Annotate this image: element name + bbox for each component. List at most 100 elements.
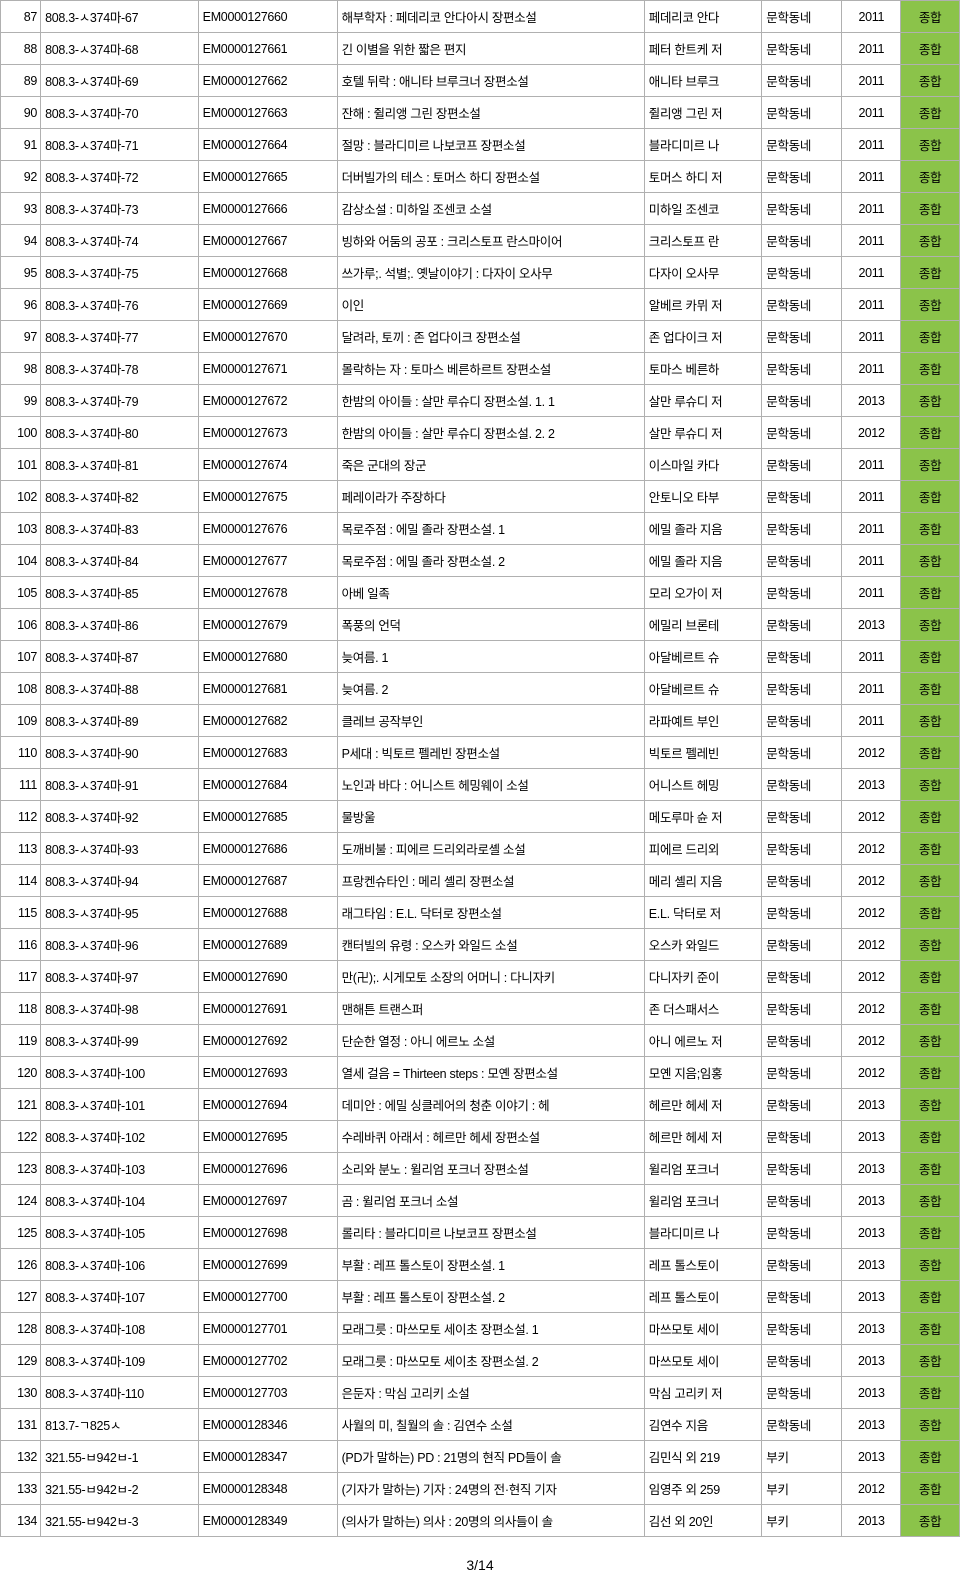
- row-number: 92: [1, 161, 41, 193]
- tag: 종합: [901, 1089, 960, 1121]
- author: 임영주 외 259: [644, 1473, 762, 1505]
- book-title: 부활 : 레프 톨스토이 장편소설. 2: [337, 1281, 644, 1313]
- table-row: 106808.3-ㅅ374마-86EM0000127679폭풍의 언덕에밀리 브…: [1, 609, 960, 641]
- publisher: 문학동네: [762, 385, 842, 417]
- book-title: 모래그릇 : 마쓰모토 세이초 장편소설. 1: [337, 1313, 644, 1345]
- call-number: 321.55-ㅂ942ㅂ-3: [41, 1505, 199, 1537]
- tag: 종합: [901, 1057, 960, 1089]
- call-number: 808.3-ㅅ374마-71: [41, 129, 199, 161]
- row-number: 122: [1, 1121, 41, 1153]
- year: 2012: [842, 1025, 901, 1057]
- year: 2011: [842, 641, 901, 673]
- author: 블라디미르 나: [644, 1217, 762, 1249]
- tag: 종합: [901, 97, 960, 129]
- publisher: 문학동네: [762, 801, 842, 833]
- tag: 종합: [901, 1185, 960, 1217]
- author: 존 업다이크 저: [644, 321, 762, 353]
- year: 2013: [842, 1441, 901, 1473]
- author: 이스마일 카다: [644, 449, 762, 481]
- em-number: EM0000128348: [198, 1473, 337, 1505]
- tag: 종합: [901, 705, 960, 737]
- row-number: 89: [1, 65, 41, 97]
- call-number: 321.55-ㅂ942ㅂ-2: [41, 1473, 199, 1505]
- em-number: EM0000127673: [198, 417, 337, 449]
- table-row: 94808.3-ㅅ374마-74EM0000127667빙하와 어둠의 공포 :…: [1, 225, 960, 257]
- year: 2011: [842, 545, 901, 577]
- author: 블라디미르 나: [644, 129, 762, 161]
- call-number: 808.3-ㅅ374마-93: [41, 833, 199, 865]
- book-title: 만(卍);. 시게모토 소장의 어머니 : 다니자키: [337, 961, 644, 993]
- em-number: EM0000127686: [198, 833, 337, 865]
- row-number: 111: [1, 769, 41, 801]
- book-title: P세대 : 빅토르 펠레빈 장편소설: [337, 737, 644, 769]
- tag: 종합: [901, 993, 960, 1025]
- call-number: 808.3-ㅅ374마-78: [41, 353, 199, 385]
- book-title: 노인과 바다 : 어니스트 헤밍웨이 소설: [337, 769, 644, 801]
- book-title: 감상소설 : 미하일 조센코 소설: [337, 193, 644, 225]
- book-title: 아베 일족: [337, 577, 644, 609]
- publisher: 문학동네: [762, 1089, 842, 1121]
- row-number: 113: [1, 833, 41, 865]
- table-row: 126808.3-ㅅ374마-106EM0000127699부활 : 레프 톨스…: [1, 1249, 960, 1281]
- tag: 종합: [901, 1345, 960, 1377]
- publisher: 문학동네: [762, 513, 842, 545]
- table-row: 114808.3-ㅅ374마-94EM0000127687프랑켄슈타인 : 메리…: [1, 865, 960, 897]
- row-number: 107: [1, 641, 41, 673]
- row-number: 116: [1, 929, 41, 961]
- author: 레프 톨스토이: [644, 1249, 762, 1281]
- author: E.L. 닥터로 저: [644, 897, 762, 929]
- row-number: 110: [1, 737, 41, 769]
- year: 2012: [842, 737, 901, 769]
- book-title: 폭풍의 언덕: [337, 609, 644, 641]
- table-row: 133321.55-ㅂ942ㅂ-2EM0000128348(기자가 말하는) 기…: [1, 1473, 960, 1505]
- year: 2013: [842, 609, 901, 641]
- year: 2013: [842, 1121, 901, 1153]
- publisher: 문학동네: [762, 897, 842, 929]
- row-number: 127: [1, 1281, 41, 1313]
- book-title: 절망 : 블라디미르 나보코프 장편소설: [337, 129, 644, 161]
- book-title: 사월의 미, 칠월의 솔 : 김연수 소설: [337, 1409, 644, 1441]
- publisher: 문학동네: [762, 577, 842, 609]
- year: 2011: [842, 289, 901, 321]
- table-row: 88808.3-ㅅ374마-68EM0000127661긴 이별을 위한 짧은 …: [1, 33, 960, 65]
- em-number: EM0000128347: [198, 1441, 337, 1473]
- tag: 종합: [901, 865, 960, 897]
- publisher: 문학동네: [762, 129, 842, 161]
- call-number: 808.3-ㅅ374마-79: [41, 385, 199, 417]
- table-row: 95808.3-ㅅ374마-75EM0000127668쓰가루;. 석별;. 옛…: [1, 257, 960, 289]
- publisher: 문학동네: [762, 33, 842, 65]
- table-row: 121808.3-ㅅ374마-101EM0000127694데미안 : 에밀 싱…: [1, 1089, 960, 1121]
- publisher: 문학동네: [762, 833, 842, 865]
- publisher: 문학동네: [762, 993, 842, 1025]
- call-number: 808.3-ㅅ374마-107: [41, 1281, 199, 1313]
- table-row: 109808.3-ㅅ374마-89EM0000127682클레브 공작부인라파예…: [1, 705, 960, 737]
- year: 2012: [842, 1057, 901, 1089]
- em-number: EM0000127669: [198, 289, 337, 321]
- year: 2013: [842, 1089, 901, 1121]
- call-number: 808.3-ㅅ374마-91: [41, 769, 199, 801]
- year: 2011: [842, 225, 901, 257]
- em-number: EM0000127679: [198, 609, 337, 641]
- row-number: 120: [1, 1057, 41, 1089]
- row-number: 133: [1, 1473, 41, 1505]
- table-row: 111808.3-ㅅ374마-91EM0000127684노인과 바다 : 어니…: [1, 769, 960, 801]
- year: 2013: [842, 1217, 901, 1249]
- author: 메도루마 슌 저: [644, 801, 762, 833]
- author: 안토니오 타부: [644, 481, 762, 513]
- tag: 종합: [901, 961, 960, 993]
- row-number: 115: [1, 897, 41, 929]
- row-number: 105: [1, 577, 41, 609]
- year: 2013: [842, 1153, 901, 1185]
- tag: 종합: [901, 641, 960, 673]
- book-title: 더버빌가의 테스 : 토머스 하디 장편소설: [337, 161, 644, 193]
- call-number: 808.3-ㅅ374마-69: [41, 65, 199, 97]
- call-number: 808.3-ㅅ374마-77: [41, 321, 199, 353]
- year: 2011: [842, 65, 901, 97]
- publisher: 문학동네: [762, 737, 842, 769]
- author: 에밀리 브론테: [644, 609, 762, 641]
- call-number: 808.3-ㅅ374마-88: [41, 673, 199, 705]
- call-number: 808.3-ㅅ374마-101: [41, 1089, 199, 1121]
- row-number: 134: [1, 1505, 41, 1537]
- em-number: EM0000127672: [198, 385, 337, 417]
- book-title: 목로주점 : 에밀 졸라 장편소설. 2: [337, 545, 644, 577]
